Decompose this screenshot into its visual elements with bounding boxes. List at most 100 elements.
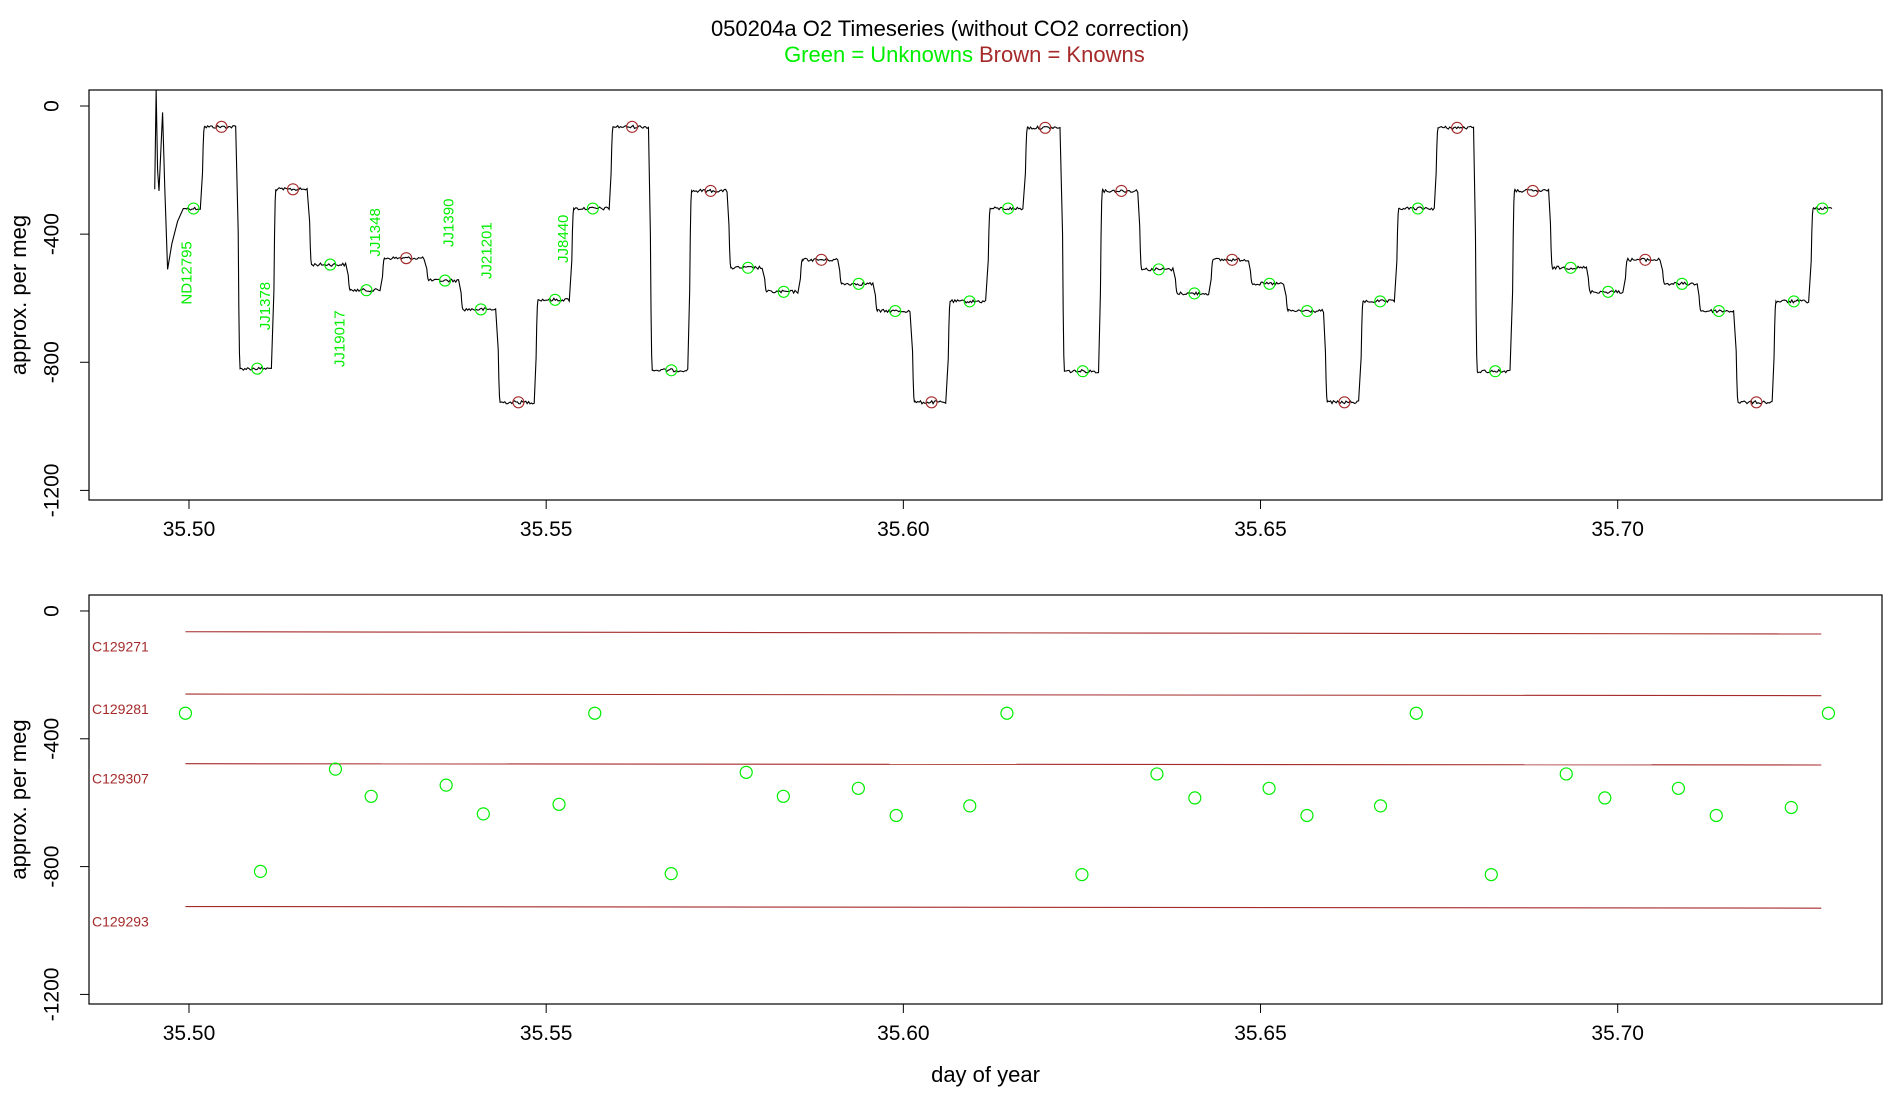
bottom-x-tick-label: 35.60: [877, 1022, 930, 1045]
top-step-marker-unknown: [963, 295, 976, 308]
top-x-tick-label: 35.60: [877, 518, 930, 541]
top-step-marker-known: [704, 184, 717, 197]
top-sample-label: JJ8440: [555, 215, 572, 263]
bottom-unknown-point: [1262, 781, 1276, 795]
top-step-marker-unknown: [438, 274, 452, 287]
top-step-marker-known: [1338, 396, 1351, 409]
top-step-marker-unknown: [665, 364, 678, 377]
top-step-marker-unknown: [549, 293, 562, 306]
top-x-tick-label: 35.55: [520, 518, 573, 541]
bottom-unknown-point: [739, 765, 753, 779]
top-sample-label: JJ1390: [441, 199, 458, 247]
top-sample-label: JJ1348: [367, 208, 384, 256]
bottom-known-line-label: C129281: [92, 701, 149, 717]
bottom-known-line-label: C129307: [92, 771, 149, 787]
top-step-marker-unknown: [1152, 263, 1165, 276]
top-plot-frame: [88, 89, 1883, 501]
bottom-y-tick-label: -1200: [41, 968, 64, 1022]
top-y-tick-label: -800: [41, 341, 64, 383]
bottom-x-tick-label: 35.70: [1591, 1022, 1644, 1045]
bottom-unknown-point: [1409, 706, 1423, 720]
bottom-known-line: [185, 763, 1822, 766]
top-step-marker-unknown: [777, 285, 790, 298]
top-step-marker-unknown: [852, 277, 865, 290]
bottom-unknown-point: [476, 807, 490, 821]
top-y-tick-label: -1200: [41, 464, 64, 518]
top-step-marker-unknown: [1411, 202, 1424, 215]
top-step-marker-known: [1750, 396, 1763, 409]
bottom-unknown-point: [889, 808, 903, 823]
top-step-marker-unknown: [1263, 277, 1276, 290]
top-y-tick-label: -400: [41, 213, 64, 255]
top-step-marker-known: [215, 120, 228, 133]
bottom-unknown-point: [1484, 867, 1498, 882]
bottom-x-tick-label: 35.65: [1234, 1022, 1287, 1045]
bottom-unknown-point: [963, 799, 977, 813]
bottom-unknown-point: [1300, 808, 1314, 823]
bottom-x-tick-label: 35.50: [163, 1022, 216, 1045]
bottom-unknown-point: [1188, 791, 1202, 805]
bottom-y-tick-label: -800: [41, 846, 64, 888]
top-sample-label: JJ1378: [257, 282, 274, 330]
top-step-marker-unknown: [741, 261, 755, 274]
top-step-marker-unknown: [1787, 295, 1800, 308]
top-step-marker-known: [512, 396, 525, 409]
top-x-tick-label: 35.50: [163, 518, 216, 541]
bottom-y-tick-label: -400: [41, 718, 64, 760]
bottom-unknown-point: [776, 789, 790, 803]
top-step-marker-known: [1451, 121, 1464, 134]
bottom-unknown-point: [552, 797, 566, 811]
top-step-marker-unknown: [1675, 277, 1689, 290]
bottom-unknown-point: [328, 762, 343, 776]
top-step-marker-unknown: [1564, 261, 1577, 274]
top-x-tick-label: 35.70: [1591, 518, 1644, 541]
bottom-x-axis-label: day of year: [931, 1062, 1040, 1087]
bottom-plot-frame: [88, 594, 1883, 1005]
top-step-marker-unknown: [1816, 202, 1829, 215]
bottom-unknown-point: [178, 706, 193, 720]
bottom-unknown-point: [664, 867, 678, 881]
bottom-y-axis-label: approx. per meg: [6, 719, 31, 879]
top-step-marker-unknown: [1712, 304, 1725, 318]
top-o2-trace-line: [154, 89, 1833, 405]
top-step-marker-unknown: [889, 304, 902, 318]
bottom-unknown-point: [1709, 808, 1723, 823]
top-step-marker-unknown: [1188, 287, 1201, 300]
bottom-unknown-point: [1373, 799, 1388, 813]
top-step-marker-known: [286, 183, 299, 196]
top-step-marker-known: [925, 396, 938, 409]
bottom-unknown-point: [1000, 706, 1014, 720]
top-step-marker-unknown: [1076, 365, 1089, 378]
top-y-tick-label: 0: [41, 100, 64, 112]
top-step-marker-known: [1115, 184, 1128, 197]
bottom-known-line: [185, 693, 1822, 697]
top-step-marker-known: [400, 252, 413, 265]
top-step-marker-known: [1639, 253, 1652, 266]
subtitle-knowns: Brown = Knowns: [979, 42, 1145, 67]
bottom-known-line: [185, 631, 1822, 635]
subtitle-unknowns: Green = Unknowns: [784, 42, 973, 67]
top-step-marker-unknown: [474, 303, 487, 316]
top-step-marker-known: [1526, 184, 1539, 197]
top-y-axis-label: approx. per meg: [6, 215, 31, 375]
bottom-unknown-point: [1559, 767, 1573, 781]
top-step-marker-unknown: [324, 258, 337, 271]
top-step-marker-unknown: [360, 284, 373, 297]
top-step-marker-known: [815, 253, 828, 266]
top-x-tick-label: 35.65: [1234, 518, 1287, 541]
top-step-marker-known: [626, 120, 639, 133]
top-step-marker-known: [1039, 121, 1052, 134]
top-step-marker-unknown: [586, 202, 599, 215]
bottom-unknown-point: [1598, 791, 1612, 805]
top-step-marker-unknown: [187, 202, 200, 215]
top-sample-label: JJ19017: [331, 310, 348, 367]
bottom-known-line-label: C129271: [92, 639, 149, 655]
top-step-marker-unknown: [1301, 304, 1314, 318]
figure-title: 050204a O2 Timeseries (without CO2 corre…: [711, 16, 1189, 41]
bottom-unknown-point: [1784, 800, 1798, 815]
top-step-marker-unknown: [1374, 295, 1387, 308]
bottom-known-line: [185, 905, 1822, 909]
bottom-x-tick-label: 35.55: [520, 1022, 573, 1045]
top-sample-label: ND12795: [179, 241, 196, 304]
